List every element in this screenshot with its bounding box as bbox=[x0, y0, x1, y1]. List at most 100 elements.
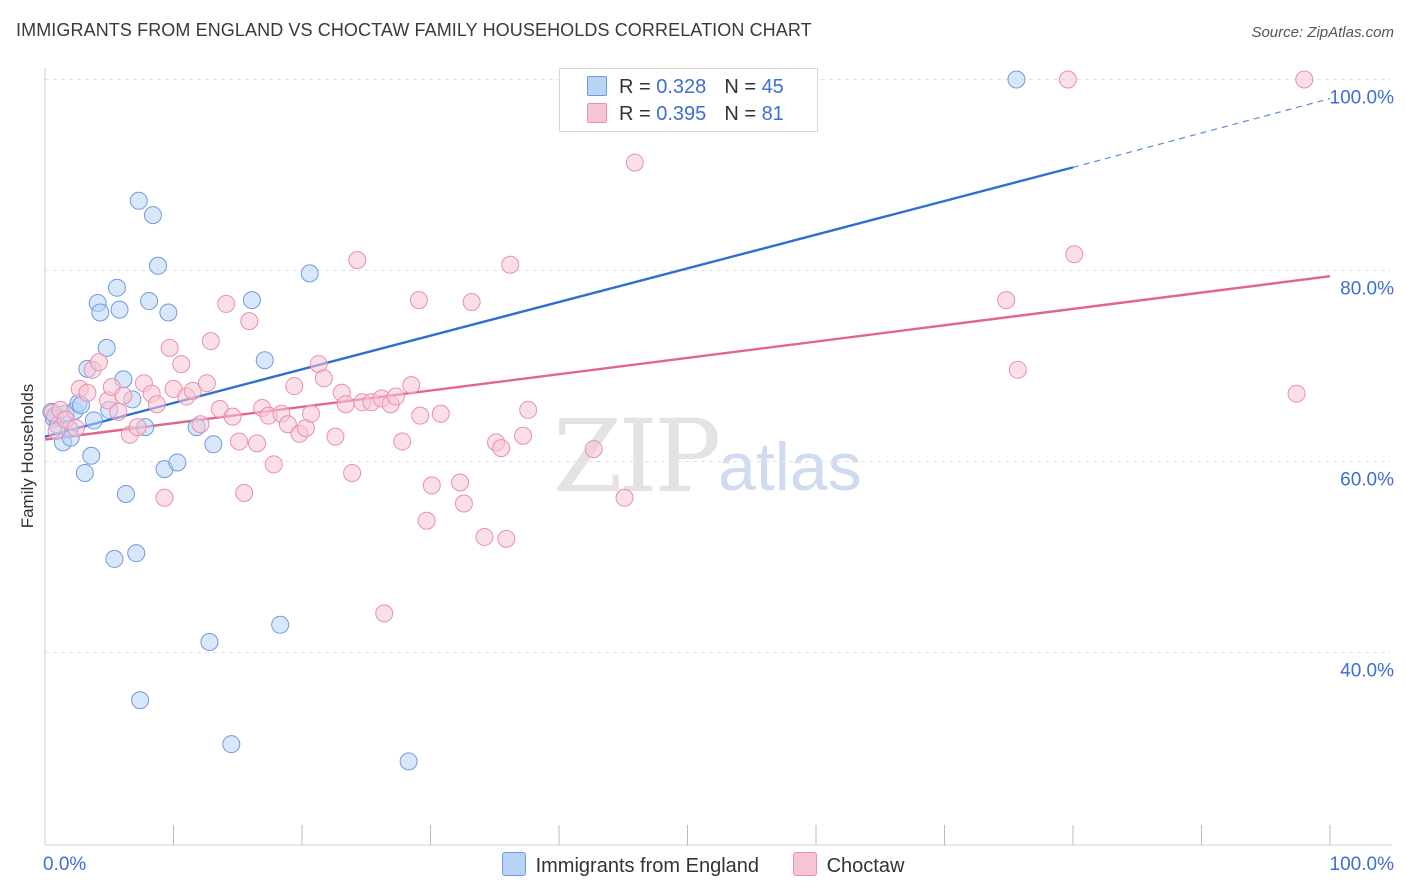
england-point bbox=[91, 303, 110, 322]
source-credit: Source: ZipAtlas.com bbox=[1251, 24, 1394, 41]
choctaw-point bbox=[584, 440, 603, 459]
choctaw-point bbox=[1008, 360, 1027, 379]
series-legend: Immigrants from England Choctaw bbox=[0, 852, 1406, 878]
choctaw-point bbox=[492, 439, 511, 458]
y-tick-label: 80.0% bbox=[1340, 279, 1394, 300]
england-point bbox=[242, 291, 261, 310]
trend-lines bbox=[44, 98, 1331, 441]
england-r-value: 0.328 bbox=[656, 76, 707, 98]
choctaw-point bbox=[191, 415, 210, 434]
choctaw-point bbox=[1287, 384, 1306, 403]
choctaw-point bbox=[348, 250, 367, 269]
england-point bbox=[300, 264, 319, 283]
y-tick-label: 60.0% bbox=[1340, 470, 1394, 491]
england-point bbox=[110, 300, 129, 319]
choctaw-legend-label: Choctaw bbox=[826, 855, 905, 877]
choctaw-point bbox=[1058, 70, 1077, 89]
data-points bbox=[42, 70, 1314, 771]
england-point bbox=[255, 351, 274, 370]
choctaw-point bbox=[402, 376, 421, 395]
choctaw-n-label: N = bbox=[724, 103, 756, 125]
choctaw-point bbox=[285, 377, 304, 396]
choctaw-point bbox=[155, 488, 174, 507]
choctaw-point bbox=[128, 418, 147, 437]
watermark-atlas: atlas bbox=[718, 429, 862, 505]
choctaw-point bbox=[462, 293, 481, 312]
choctaw-point bbox=[375, 604, 394, 623]
choctaw-point bbox=[326, 427, 345, 446]
legend-item-england[interactable]: Immigrants from England bbox=[501, 852, 760, 878]
choctaw-point bbox=[89, 353, 108, 372]
england-point bbox=[84, 411, 103, 430]
gridlines bbox=[45, 79, 1390, 653]
choctaw-point bbox=[223, 407, 242, 426]
choctaw-point bbox=[997, 291, 1016, 310]
choctaw-point bbox=[314, 369, 333, 388]
legend-row-england: R = 0.328 N = 45 bbox=[587, 74, 784, 100]
england-n-value: 45 bbox=[761, 76, 784, 98]
england-n-label: N = bbox=[724, 76, 756, 98]
choctaw-point bbox=[147, 395, 166, 414]
england-point bbox=[271, 615, 290, 634]
choctaw-point bbox=[386, 387, 405, 406]
england-point bbox=[127, 544, 146, 563]
y-tick-label: 100.0% bbox=[1330, 88, 1395, 109]
choctaw-point bbox=[411, 406, 430, 425]
choctaw-swatch bbox=[587, 103, 607, 123]
tick-labels: 100.0% 80.0% 60.0% 40.0% 0.0% 100.0% bbox=[43, 88, 1394, 876]
england-r-label: R = bbox=[619, 76, 651, 98]
x-tick-label-max: 100.0% bbox=[1330, 854, 1395, 875]
choctaw-point bbox=[160, 338, 179, 357]
y-axis-label: Family Households bbox=[18, 383, 37, 529]
england-point bbox=[75, 463, 94, 482]
choctaw-point bbox=[235, 484, 254, 503]
choctaw-point bbox=[217, 294, 236, 313]
legend-row-choctaw: R = 0.395 N = 81 bbox=[587, 101, 784, 127]
choctaw-point bbox=[409, 291, 428, 310]
watermark-zip: ZIP bbox=[553, 398, 721, 515]
choctaw-point bbox=[393, 432, 412, 451]
choctaw-point bbox=[66, 419, 85, 438]
choctaw-point bbox=[183, 381, 202, 400]
choctaw-n-value: 81 bbox=[761, 103, 784, 125]
choctaw-r-value: 0.395 bbox=[656, 103, 707, 125]
england-trend-extension bbox=[1072, 98, 1331, 168]
choctaw-point bbox=[230, 432, 249, 451]
england-point bbox=[222, 735, 241, 754]
choctaw-point bbox=[625, 153, 644, 172]
choctaw-point bbox=[501, 255, 520, 274]
choctaw-legend-swatch bbox=[792, 852, 817, 876]
y-tick-label: 40.0% bbox=[1340, 661, 1394, 682]
choctaw-point bbox=[278, 415, 297, 434]
choctaw-point bbox=[1295, 70, 1314, 89]
choctaw-point bbox=[519, 400, 538, 419]
england-point bbox=[140, 292, 159, 311]
choctaw-point bbox=[264, 455, 283, 474]
choctaw-point bbox=[454, 494, 473, 513]
england-legend-label: Immigrants from England bbox=[535, 855, 760, 877]
england-point bbox=[204, 435, 223, 454]
legend-item-choctaw[interactable]: Choctaw bbox=[792, 852, 905, 878]
england-point bbox=[1007, 70, 1026, 89]
choctaw-point bbox=[109, 402, 128, 421]
chart-title: IMMIGRANTS FROM ENGLAND VS CHOCTAW FAMIL… bbox=[16, 20, 812, 40]
choctaw-point bbox=[451, 473, 470, 492]
england-point bbox=[82, 446, 101, 465]
england-point bbox=[129, 191, 148, 210]
choctaw-point bbox=[336, 395, 355, 414]
choctaw-point bbox=[301, 404, 320, 423]
stats-legend: R = 0.328 N = 45 R = 0.395 N = 81 bbox=[559, 68, 818, 132]
choctaw-point bbox=[475, 527, 494, 546]
england-point bbox=[116, 484, 135, 503]
england-point bbox=[143, 206, 162, 225]
england-legend-swatch bbox=[501, 852, 526, 876]
england-trend-line bbox=[44, 166, 1074, 438]
england-point bbox=[168, 453, 187, 472]
axes bbox=[44, 68, 1392, 846]
choctaw-point bbox=[78, 383, 97, 402]
choctaw-point bbox=[497, 529, 516, 548]
choctaw-point bbox=[197, 374, 216, 393]
england-swatch bbox=[587, 76, 607, 96]
england-point bbox=[97, 338, 116, 357]
